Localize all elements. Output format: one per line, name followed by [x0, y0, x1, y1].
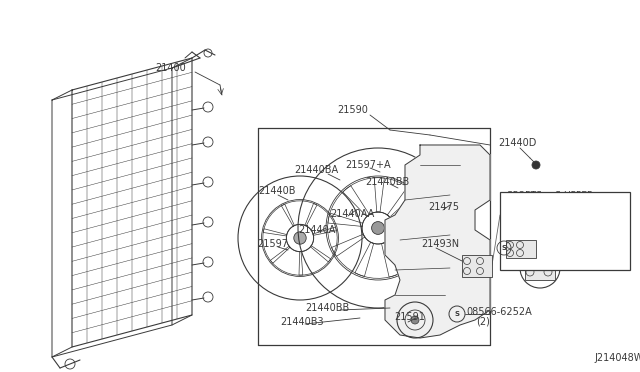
Text: 21440D: 21440D [498, 138, 536, 148]
Text: 08566-6252A: 08566-6252A [526, 228, 587, 237]
Text: 21597: 21597 [257, 239, 288, 249]
Text: J214048W: J214048W [594, 353, 640, 363]
Bar [462, 255, 492, 277]
Text: 08566-6252A: 08566-6252A [466, 307, 532, 317]
Text: 21591+A: 21591+A [543, 255, 589, 265]
Polygon shape [385, 145, 490, 338]
Circle shape [536, 264, 544, 272]
Polygon shape [52, 68, 172, 357]
Text: 21493N: 21493N [421, 239, 459, 249]
Text: 21475: 21475 [428, 202, 459, 212]
Circle shape [411, 316, 419, 324]
Text: 21440B: 21440B [258, 186, 296, 196]
Bar [506, 240, 536, 258]
Text: 21440BB: 21440BB [365, 177, 409, 187]
Text: (2): (2) [476, 317, 490, 327]
Bar [500, 192, 630, 270]
Text: 21597+A: 21597+A [345, 160, 390, 170]
Circle shape [532, 161, 540, 169]
Text: 21440A: 21440A [298, 225, 335, 235]
Text: 21400: 21400 [155, 63, 186, 73]
Text: 21440BB: 21440BB [305, 303, 349, 313]
Text: S: S [454, 311, 460, 317]
Text: 21590: 21590 [337, 105, 368, 115]
Polygon shape [72, 58, 192, 347]
Text: SPORTS + S-UPPER: SPORTS + S-UPPER [507, 192, 593, 201]
Circle shape [372, 222, 385, 234]
Text: 21440AA: 21440AA [330, 209, 374, 219]
Text: 21591: 21591 [394, 312, 425, 322]
Text: (2): (2) [532, 237, 545, 247]
Text: 21493N: 21493N [507, 203, 542, 212]
Text: S: S [502, 245, 506, 251]
Circle shape [294, 232, 306, 244]
Text: 21440B3: 21440B3 [280, 317, 324, 327]
Bar [525, 255, 555, 280]
Text: 21440BA: 21440BA [294, 165, 338, 175]
